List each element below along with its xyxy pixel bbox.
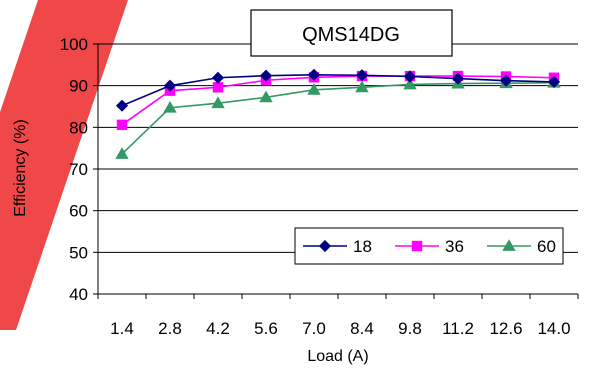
x-tick-label: 9.8 [398, 319, 422, 338]
data-point-triangle [355, 80, 369, 93]
legend-label-60: 60 [537, 237, 556, 256]
series-line-60 [121, 81, 555, 155]
data-point-triangle [307, 83, 321, 95]
chart-title-box [250, 9, 453, 57]
x-axis-title: Load (A) [307, 348, 368, 365]
chart-title: QMS14DG [302, 24, 400, 46]
data-point-diamond [163, 79, 177, 92]
x-tick-label: 2.8 [158, 319, 182, 338]
data-point-square [411, 240, 423, 252]
legend: 18 36 60 [294, 227, 564, 265]
data-point-triangle [502, 239, 516, 251]
y-tick-label: 40 [69, 285, 88, 304]
data-point-diamond [451, 72, 465, 85]
watermark-red-band [0, 0, 128, 330]
series-line-18 [121, 74, 555, 107]
y-tick-label: 50 [69, 243, 88, 262]
x-tick-label: 8.4 [350, 319, 374, 338]
x-tick-label: 11.2 [442, 319, 474, 338]
x-tick-label: 5.6 [254, 319, 278, 338]
data-point-square [212, 82, 224, 93]
data-point-triangle [163, 100, 177, 113]
y-axis-title: Efficiency (%) [12, 119, 29, 217]
data-point-triangle [211, 96, 225, 109]
data-point-square [116, 119, 128, 131]
legend-label-36: 36 [445, 237, 464, 256]
y-tick-label: 60 [69, 202, 88, 221]
x-tick-label: 4.2 [206, 319, 230, 338]
plot-area: 40 50 60 70 80 90 100 1.4 2.8 4.2 5.6 7.0 8.4 9.8 11.2… [60, 35, 579, 338]
data-point-diamond [499, 74, 513, 87]
x-tick-label: 1.4 [110, 319, 134, 338]
data-point-diamond [547, 75, 561, 88]
data-point-diamond [403, 70, 417, 83]
data-point-triangle [259, 90, 273, 103]
y-tick-label: 70 [69, 160, 88, 179]
data-point-diamond [115, 99, 129, 112]
data-point-diamond [355, 69, 369, 82]
x-tick-label: 7.0 [302, 319, 326, 338]
data-point-diamond [307, 68, 321, 81]
data-point-diamond [318, 239, 332, 253]
y-tick-label: 100 [60, 35, 88, 54]
data-point-triangle [115, 147, 129, 159]
legend-label-18: 18 [353, 237, 372, 256]
x-tick-label: 12.6 [489, 319, 522, 338]
series-line-36 [121, 75, 555, 126]
y-tick-label: 90 [69, 77, 88, 96]
y-tick-label: 80 [69, 118, 88, 137]
data-point-triangle [403, 77, 417, 90]
data-point-diamond [211, 71, 225, 84]
data-point-diamond [259, 69, 273, 82]
x-tick-label: 14.0 [537, 319, 570, 338]
